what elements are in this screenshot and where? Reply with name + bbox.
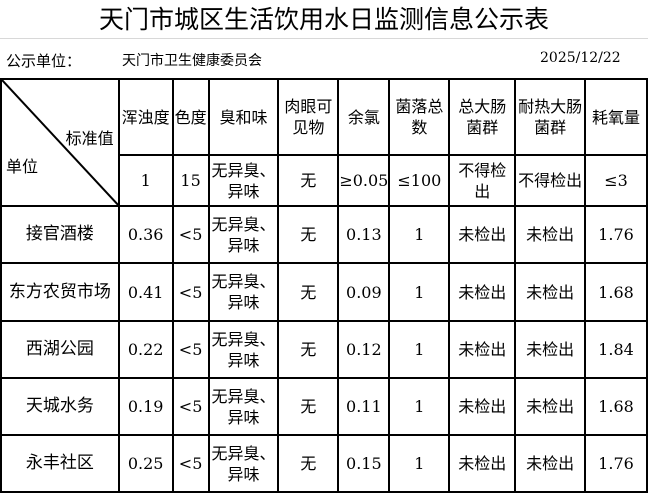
measurement-value: 0.12 (337, 320, 391, 379)
measurement-value: 未检出 (448, 377, 517, 436)
measurement-value: 1.76 (583, 434, 648, 493)
measurement-value: 未检出 (448, 205, 517, 264)
corner-cell: 标准值 单位 (0, 78, 120, 207)
column-header: 菌落总数 (388, 78, 451, 156)
standard-value: 1 (117, 154, 174, 207)
measurement-value: 未检出 (514, 320, 586, 379)
measurement-value: 未检出 (514, 377, 586, 436)
column-header: 余氯 (337, 78, 391, 156)
measurement-value: 0.15 (337, 434, 391, 493)
measurement-value: 无 (277, 262, 340, 322)
measurement-value: 1.68 (583, 377, 648, 436)
unit-name: 西湖公园 (0, 320, 120, 379)
measurement-value: 1.76 (583, 205, 648, 264)
column-header: 臭和味 (207, 78, 280, 156)
column-header: 总大肠菌群 (448, 78, 517, 156)
corner-unit-label: 单位 (6, 157, 39, 176)
column-header: 浑浊度 (117, 78, 174, 156)
column-header: 耐热大肠菌群 (514, 78, 586, 156)
table-row: 东方农贸市场 0.41 <5 无异臭、异味无 0.09 1 未检出 未检出 1.68 (0, 262, 648, 322)
measurement-value: <5 (171, 262, 210, 322)
unit-name: 接官酒楼 (0, 205, 120, 264)
measurement-value: 未检出 (514, 262, 586, 322)
measurement-value: 0.13 (337, 205, 391, 264)
measurement-value: 未检出 (448, 262, 517, 322)
measurement-value: 0.36 (117, 205, 174, 264)
table-row: 接官酒楼 0.36 <5 无异臭、异味无 0.13 1 未检出 未检出 1.76 (0, 205, 648, 264)
measurement-value: 未检出 (448, 320, 517, 379)
column-header: 肉眼可见物 (277, 78, 340, 156)
measurement-value: <5 (171, 205, 210, 264)
info-row: 公示单位： 天门市卫生健康委员会 2025/12/22 (0, 39, 648, 79)
standard-value: 不得检出 (448, 154, 517, 207)
table-row: 天城水务 0.19 <5 无异臭、异味无 0.11 1 未检出 未检出 1.68 (0, 377, 648, 436)
measurement-value: 1 (388, 262, 451, 322)
measurement-value: 无异臭、异味 (207, 205, 280, 264)
standard-value: 不得检出 (514, 154, 586, 207)
measurement-value: 1 (388, 434, 451, 493)
standard-value: 无 (277, 154, 340, 207)
page-title: 天门市城区生活饮用水日监测信息公示表 (0, 0, 648, 39)
measurement-value: 无异臭、异味 (207, 262, 280, 322)
diagonal-line (2, 80, 120, 207)
measurement-value: 未检出 (514, 434, 586, 493)
measurement-value: <5 (171, 320, 210, 379)
table-row: 永丰社区 0.25 <5 无异臭、异味无 0.15 1 未检出 未检出 1.76 (0, 434, 648, 493)
measurement-value: 0.09 (337, 262, 391, 322)
measurement-value: 无 (277, 205, 340, 264)
measurement-value: 1 (388, 377, 451, 436)
measurement-value: 0.11 (337, 377, 391, 436)
unit-name: 东方农贸市场 (0, 262, 120, 322)
standard-value: 15 (171, 154, 210, 207)
measurement-value: 0.41 (117, 262, 174, 322)
monitoring-table: 标准值 单位 浑浊度 色度 臭和味 肉眼可见物 余氯 菌落总数 总大肠菌群 耐热大肠菌群 耗氧量… (0, 78, 648, 493)
measurement-value: 无异臭、异味 (207, 434, 280, 493)
column-header: 耗氧量 (583, 78, 648, 156)
measurement-value: 1.68 (583, 262, 648, 322)
publish-date: 2025/12/22 (540, 50, 621, 66)
measurement-value: 1.84 (583, 320, 648, 379)
standard-value: 无异臭、异味 (207, 154, 280, 207)
measurement-value: 未检出 (514, 205, 586, 264)
unit-name: 天城水务 (0, 377, 120, 436)
corner-standard-label: 标准值 (65, 129, 114, 148)
measurement-value: <5 (171, 434, 210, 493)
measurement-value: 无 (277, 377, 340, 436)
standard-value: ≥0.05 (337, 154, 391, 207)
measurement-value: 无 (277, 434, 340, 493)
table-row: 西湖公园 0.22 <5 无异臭、异味无 0.12 1 未检出 未检出 1.84 (0, 320, 648, 379)
measurement-value: 无异臭、异味 (207, 377, 280, 436)
measurement-value: 无异臭、异味 (207, 320, 280, 379)
measurement-value: 1 (388, 205, 451, 264)
unit-name: 永丰社区 (0, 434, 120, 493)
column-header: 色度 (171, 78, 210, 156)
measurement-value: <5 (171, 377, 210, 436)
measurement-value: 未检出 (448, 434, 517, 493)
measurement-value: 0.25 (117, 434, 174, 493)
standard-value: ≤100 (388, 154, 451, 207)
measurement-value: 1 (388, 320, 451, 379)
publisher-name: 天门市卫生健康委员会 (122, 53, 262, 69)
measurement-value: 0.22 (117, 320, 174, 379)
standard-value: ≤3 (583, 154, 648, 207)
measurement-value: 0.19 (117, 377, 174, 436)
publisher-label: 公示单位： (6, 52, 82, 70)
measurement-value: 无 (277, 320, 340, 379)
